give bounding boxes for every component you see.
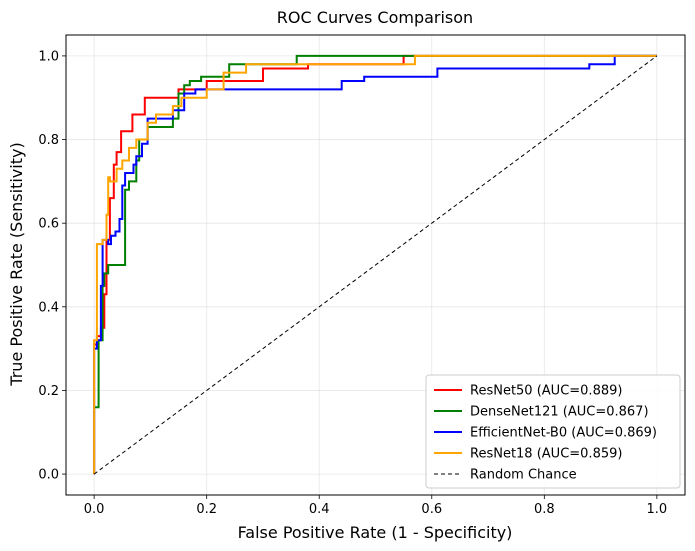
x-tick-label: 1.0 (647, 502, 668, 517)
chart-title: ROC Curves Comparison (277, 8, 473, 27)
legend-entry-label: Random Chance (470, 468, 577, 483)
x-tick-label: 0.6 (421, 502, 442, 517)
series-lines (93, 54, 658, 475)
grid (66, 35, 685, 495)
y-tick-label: 0.0 (38, 468, 59, 483)
y-tick-label: 0.6 (38, 217, 59, 232)
legend-box (425, 374, 681, 489)
series-line-random (93, 55, 658, 475)
x-tick-label: 0.8 (534, 502, 555, 517)
y-tick-label: 0.4 (38, 300, 59, 315)
legend-entry-label: DenseNet121 (AUC=0.867) (470, 405, 649, 420)
x-tick-label: 0.2 (196, 502, 217, 517)
legend: ResNet50 (AUC=0.889) DenseNet121 (AUC=0.8… (425, 374, 681, 489)
y-tick-label: 1.0 (38, 49, 59, 64)
plot-area-frame (65, 34, 686, 496)
legend-entry-label: EfficientNet-B0 (AUC=0.869) (470, 426, 657, 441)
legend-entry-label: ResNet50 (AUC=0.889) (470, 384, 622, 399)
series-line-resnet18 (93, 54, 657, 475)
y-axis-label: True Positive Rate (Sensitivity) (7, 142, 26, 386)
y-tick-label: 0.2 (38, 384, 59, 399)
legend-entry-label: ResNet18 (AUC=0.859) (470, 447, 622, 462)
y-tick-label: 0.8 (38, 133, 59, 148)
axis-ticks: 0.0 0.2 0.4 0.6 0.8 1.0 0.0 0.2 0.4 0.6 0.8 1.0 (38, 49, 667, 517)
x-axis-label: False Positive Rate (1 - Specificity) (238, 523, 513, 542)
x-tick-label: 0.0 (84, 502, 105, 517)
x-tick-label: 0.4 (309, 502, 330, 517)
